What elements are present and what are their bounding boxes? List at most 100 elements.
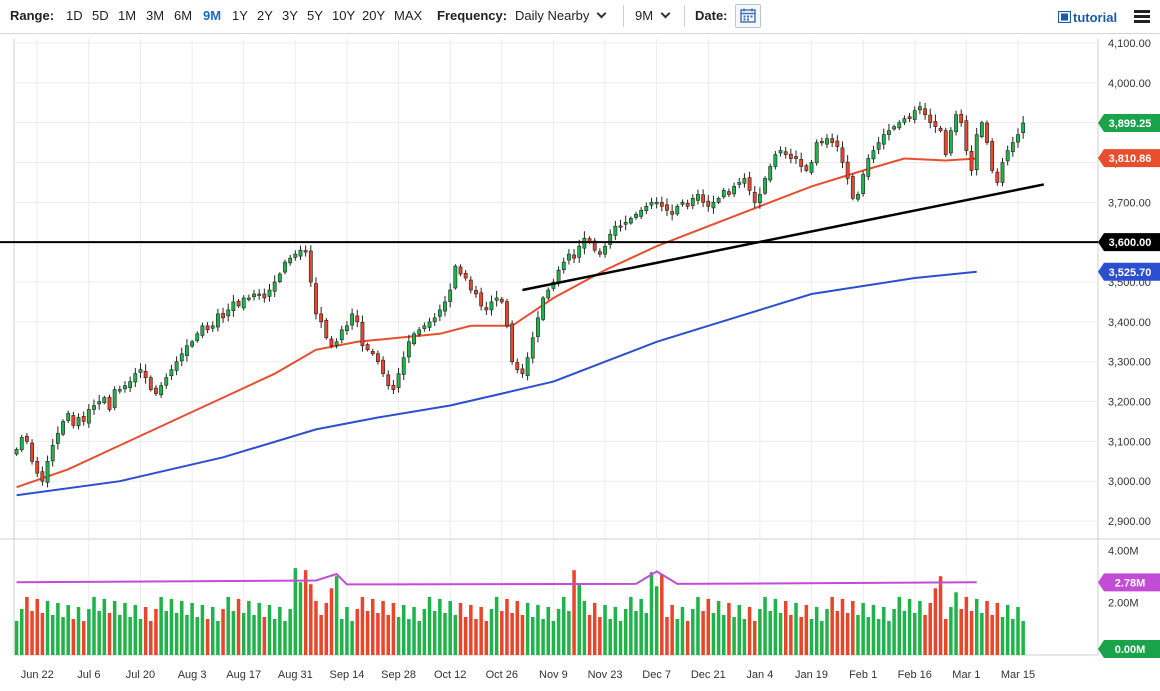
range-button-5d[interactable]: 5D [92, 8, 109, 23]
volume-bar [458, 602, 463, 655]
candle-body [639, 210, 644, 217]
candle-body [923, 108, 927, 115]
volume-bar [226, 596, 230, 655]
last-price-tag: 3,899.25 [1109, 118, 1152, 130]
range-button-1d[interactable]: 1D [66, 8, 83, 23]
volume-bar [350, 621, 354, 655]
range-button-2y[interactable]: 2Y [257, 8, 273, 23]
range-button-1y[interactable]: 1Y [232, 8, 248, 23]
range-button-9m[interactable]: 9M [203, 8, 222, 23]
candle-body [272, 281, 277, 292]
candle-body [128, 381, 133, 388]
volume-bar [737, 604, 742, 655]
candle-body [215, 313, 220, 328]
period-dropdown[interactable]: 9M [635, 8, 671, 24]
candle-body [546, 289, 551, 299]
frequency-value: Daily Nearby [515, 8, 590, 23]
volume-bar [603, 604, 607, 655]
volume-bar [680, 606, 685, 655]
range-button-3m[interactable]: 3M [146, 8, 165, 23]
volume-bar [272, 619, 277, 655]
volume-bar [623, 608, 628, 655]
volume-bar [716, 600, 721, 655]
tutorial-label: tutorial [1073, 10, 1118, 25]
candle-body [159, 385, 164, 396]
candle-body [912, 110, 917, 120]
short-ma-tag: 3,810.86 [1109, 153, 1152, 165]
frequency-label: Frequency: [437, 8, 508, 23]
volume-bar [381, 600, 385, 655]
candle-body [443, 301, 447, 312]
last-price-tag-bg [1098, 113, 1160, 132]
tutorial-link[interactable]: tutorial [1057, 10, 1118, 25]
candle-body [690, 198, 695, 206]
candle-body [169, 369, 174, 376]
candle-body [721, 190, 726, 198]
candle-body [437, 309, 442, 317]
volume-bar [799, 617, 803, 655]
volume-bar [474, 619, 478, 655]
volume-bar [1011, 619, 1015, 655]
candle-body [845, 161, 850, 179]
volume-bar [882, 606, 886, 655]
volume-bar [531, 617, 535, 655]
candle-body [928, 114, 933, 123]
candle-body [1021, 122, 1026, 133]
range-button-10y[interactable]: 10Y [332, 8, 356, 23]
candle-body [592, 240, 597, 251]
range-button-3y[interactable]: 3Y [282, 8, 298, 23]
volume-bar [283, 621, 287, 655]
range-button-max[interactable]: MAX [394, 8, 423, 23]
candle-body [819, 141, 824, 144]
volume-bar [938, 576, 943, 655]
candle-body [210, 325, 215, 329]
volume-bar [133, 604, 138, 655]
hamburger-menu-icon[interactable] [1134, 10, 1150, 24]
x-tick-label: Jul 20 [126, 669, 155, 681]
candle-body [876, 142, 881, 150]
frequency-dropdown[interactable]: Daily Nearby [515, 8, 607, 24]
candle-body [752, 192, 757, 203]
average-volume-tag: 2.78M [1115, 577, 1146, 589]
volume-bar [340, 619, 344, 655]
volume-bar [438, 598, 442, 655]
calendar-button[interactable] [735, 4, 761, 28]
volume-bar [980, 612, 984, 655]
candlesticks [14, 101, 1026, 488]
y-tick-label: 3,700.00 [1108, 197, 1151, 209]
range-button-1m[interactable]: 1M [118, 8, 137, 23]
volume-bar [520, 614, 525, 655]
candle-body [303, 250, 308, 253]
volume-bar [809, 619, 814, 655]
moving-averages [16, 157, 977, 497]
candle-body [680, 202, 685, 205]
candle-body [737, 182, 742, 185]
candle-body [246, 297, 251, 300]
x-tick-label: Oct 26 [486, 669, 518, 681]
volume-bar [241, 612, 246, 655]
candle-body [892, 126, 897, 130]
volume-bar [598, 617, 602, 655]
volume-bar [376, 612, 380, 655]
candle-body [613, 225, 618, 236]
volume-bar [1016, 606, 1020, 655]
candle-body [716, 198, 721, 203]
range-button-20y[interactable]: 20Y [362, 8, 386, 23]
volume-bar [990, 614, 994, 655]
x-tick-label: Jan 19 [795, 669, 828, 681]
volume-bar [345, 606, 349, 655]
volume-bar [995, 602, 1000, 655]
volume-bar [71, 619, 76, 655]
candle-body [345, 325, 349, 331]
volume-bar [536, 604, 540, 655]
price-tags: 3,899.25 3,810.86 3,600.00 3,525.70 2.78M 0.0… [1098, 113, 1160, 658]
volume-bar [933, 588, 938, 655]
candle-body [711, 202, 716, 209]
range-button-5y[interactable]: 5Y [307, 8, 323, 23]
candle-body [66, 413, 71, 421]
volume-bar [907, 598, 912, 655]
candle-body [432, 317, 437, 323]
x-tick-label: Nov 9 [539, 669, 568, 681]
candle-body [494, 297, 499, 301]
range-button-6m[interactable]: 6M [174, 8, 193, 23]
